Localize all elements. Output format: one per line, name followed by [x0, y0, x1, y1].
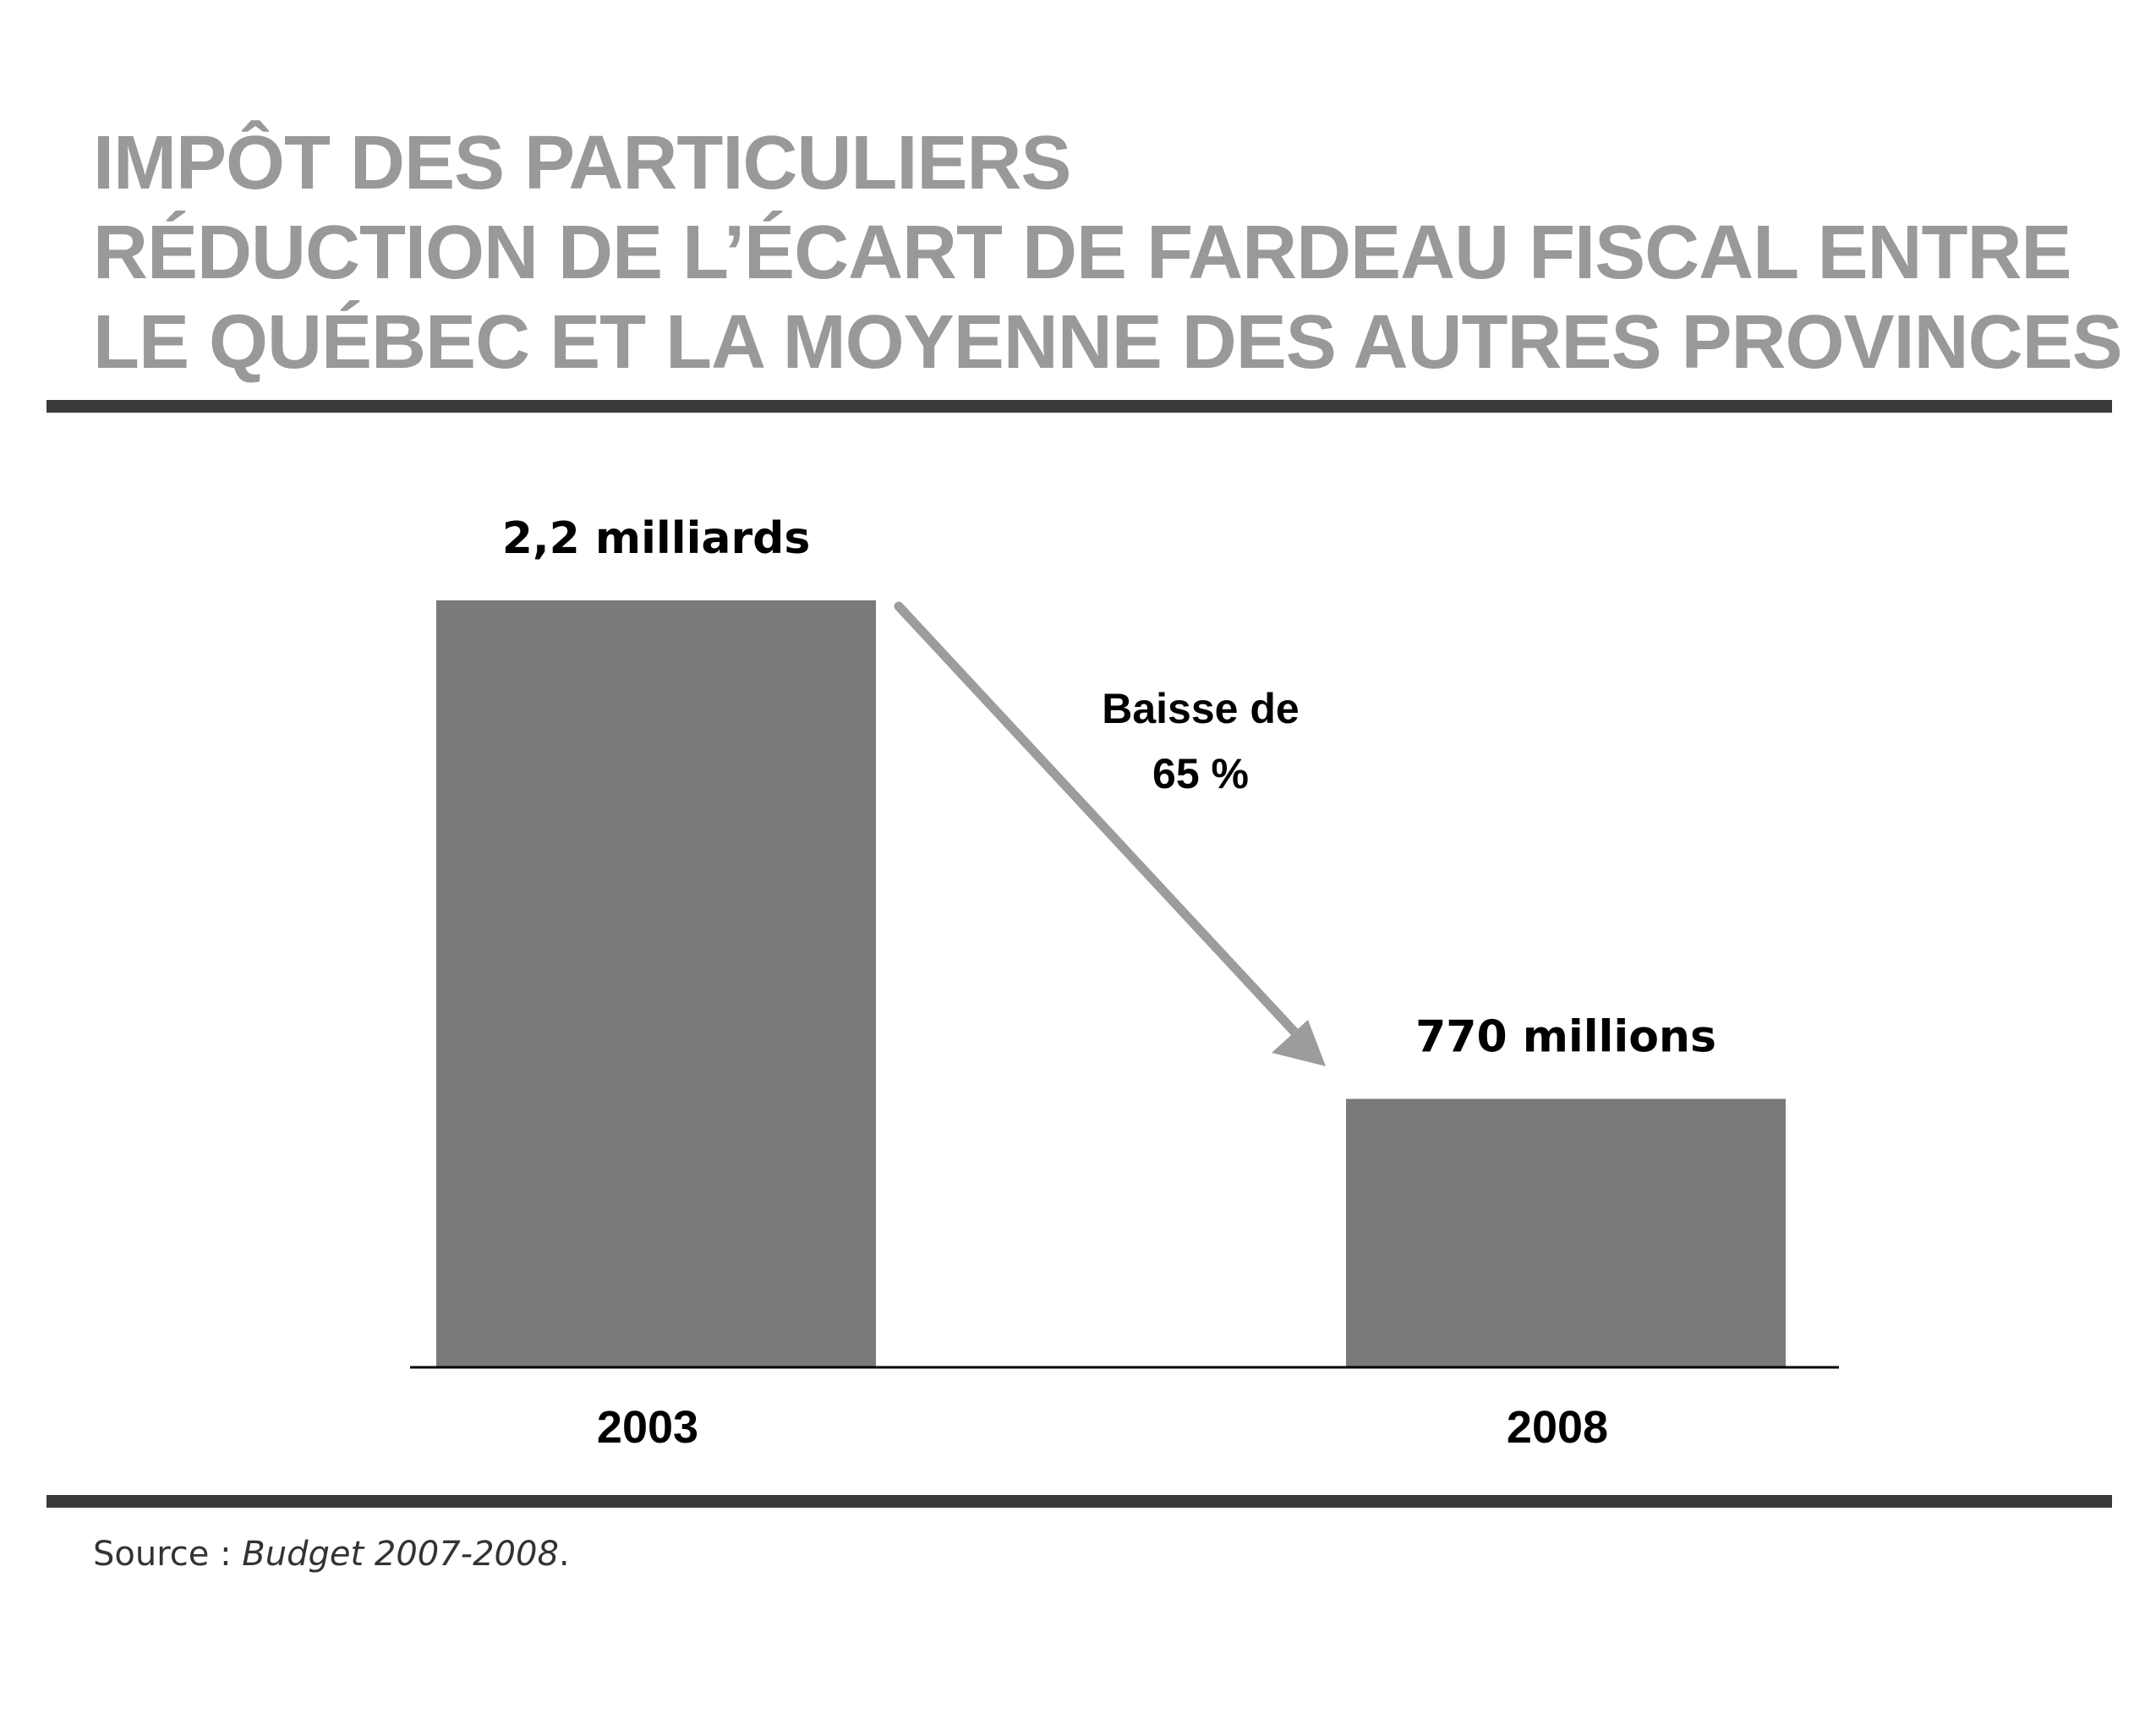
top-divider	[47, 400, 2112, 413]
source-label: Source :	[93, 1535, 243, 1574]
source-suffix: .	[558, 1535, 570, 1574]
bar-2008	[1346, 1098, 1786, 1367]
source-note: Source : Budget 2007-2008.	[93, 1535, 570, 1574]
title-line-3: LE QUÉBEC ET LA MOYENNE DES AUTRES PROVI…	[93, 300, 2123, 385]
bottom-divider	[47, 1495, 2112, 1508]
data-label-2008: 770 millions	[1415, 1012, 1716, 1063]
decline-arrow	[894, 601, 1326, 1066]
bars-layer	[436, 600, 1786, 1367]
source-text: Budget 2007-2008	[242, 1535, 559, 1574]
x-tick-label-2008: 2008	[1507, 1402, 1608, 1453]
x-tick-label-2003: 2003	[597, 1402, 698, 1453]
decline-arrow-line	[894, 601, 1307, 1045]
title-line-2: RÉDUCTION DE L’ÉCART DE FARDEAU FISCAL E…	[93, 211, 2071, 295]
decline-annotation-line-1: Baisse de	[1102, 685, 1299, 732]
labels-layer: 2,2 milliards 2003 770 millions 2008	[502, 513, 1716, 1453]
decline-annotation-line-2: 65 %	[1152, 750, 1249, 797]
bar-2003	[436, 600, 876, 1367]
title-line-1: IMPÔT DES PARTICULIERS	[93, 121, 1071, 205]
decline-arrow-head	[1272, 1020, 1326, 1066]
data-label-2003: 2,2 milliards	[502, 513, 811, 564]
chart-title: IMPÔT DES PARTICULIERS RÉDUCTION DE L’ÉC…	[93, 118, 2123, 387]
